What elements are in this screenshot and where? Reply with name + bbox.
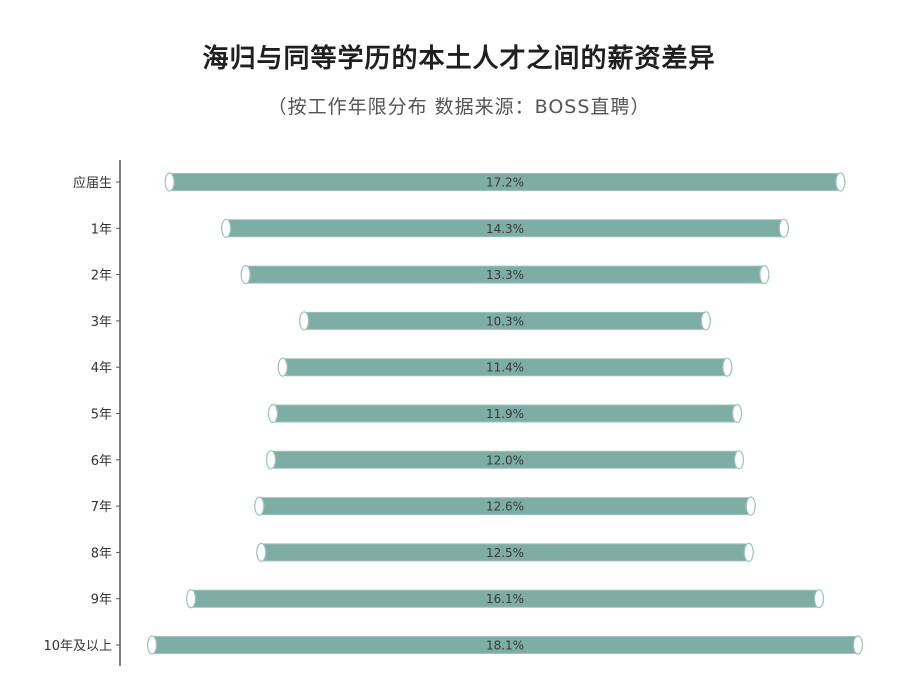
bar-right-cap	[759, 265, 770, 285]
bar-right-cap	[778, 218, 789, 238]
bar-left-cap	[164, 172, 175, 192]
bar-value-label: 12.0%	[486, 453, 524, 467]
category-label: 3年	[91, 315, 112, 330]
bar-value-label: 12.6%	[486, 500, 524, 514]
bar-value-label: 18.1%	[486, 639, 524, 653]
bar-right-cap	[743, 542, 754, 563]
bar-left-cap	[221, 218, 232, 238]
bar-left-cap	[299, 311, 310, 331]
bar-right-cap	[731, 403, 743, 424]
category-label: 应届生	[73, 175, 112, 191]
bar-right-cap	[745, 496, 756, 516]
bar-value-label: 13.3%	[486, 268, 524, 282]
category-label: 9年	[91, 593, 112, 608]
bar-right-cap	[852, 635, 864, 655]
category-label: 10年及以上	[43, 639, 112, 654]
category-label: 2年	[91, 269, 112, 284]
bar-value-label: 16.1%	[486, 592, 524, 606]
bar-right-cap	[733, 450, 745, 470]
bar-value-label: 11.9%	[486, 407, 524, 421]
chart-title: 海归与同等学历的本土人才之间的薪资差异	[202, 44, 716, 74]
category-label: 4年	[91, 361, 112, 376]
bar-right-cap	[700, 311, 711, 331]
bar-left-cap	[256, 542, 267, 563]
bar-left-cap	[265, 450, 277, 470]
category-label: 5年	[91, 408, 112, 423]
bar-left-cap	[254, 496, 265, 516]
category-label: 8年	[91, 546, 112, 561]
bar-value-label: 12.5%	[486, 546, 524, 560]
bar-value-label: 10.3%	[486, 314, 524, 328]
bar-value-label: 14.3%	[486, 222, 524, 236]
bars-group: 应届生 17.2% 1年 14.3% 2年 13.3% 3年 10.3% 4年 11.4% 5年 11…	[43, 172, 864, 655]
chart-subtitle: （按工作年限分布 数据来源：BOSS直聘）	[267, 96, 651, 118]
category-label: 1年	[91, 222, 112, 237]
category-label: 6年	[91, 454, 112, 469]
bar-value-label: 11.4%	[486, 361, 524, 375]
bar-value-label: 17.2%	[486, 176, 524, 190]
bar-left-cap	[267, 403, 279, 424]
bar-right-cap	[813, 589, 825, 609]
bar-right-cap	[722, 357, 733, 377]
category-label: 7年	[91, 500, 112, 515]
bar-left-cap	[240, 265, 251, 285]
bar-right-cap	[835, 172, 846, 192]
bar-left-cap	[277, 357, 288, 377]
bar-left-cap	[185, 589, 197, 609]
bar-left-cap	[146, 635, 158, 655]
